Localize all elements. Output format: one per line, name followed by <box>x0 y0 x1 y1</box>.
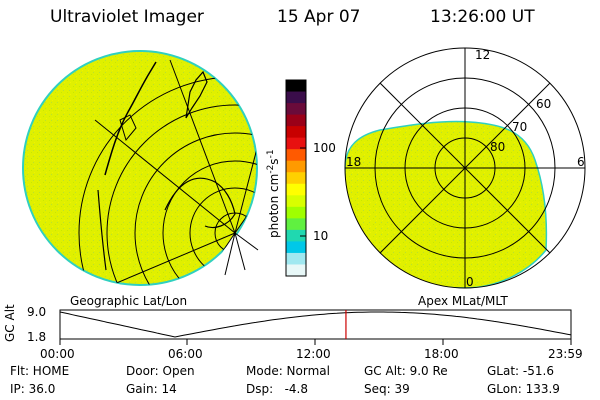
colorbar-label-100: 100 <box>313 141 336 155</box>
alt-x-ticks <box>59 339 572 345</box>
geo-disk-edge <box>22 50 258 286</box>
colorbar-label-10: 10 <box>313 229 329 243</box>
colorbar-stripe <box>286 252 306 265</box>
mlt-label-12: 12 <box>475 48 491 62</box>
alt-curve <box>59 311 572 338</box>
info-seq: Seq: 39 <box>364 382 410 396</box>
mlt-label-6: 6 <box>577 155 585 169</box>
geo-panel <box>22 50 260 290</box>
colorbar-stripe <box>286 160 306 173</box>
info-gc-alt: GC Alt: 9.0 Re <box>364 364 448 378</box>
lat-label-60: 60 <box>536 97 552 111</box>
alt-ylabel: GC Alt <box>3 304 17 342</box>
lat-label-80: 80 <box>490 140 506 154</box>
time-label: 13:26:00 UT <box>430 7 535 27</box>
geo-caption: Geographic Lat/Lon <box>70 294 188 308</box>
colorbar-unit: photon cm-2s-1 <box>266 149 281 238</box>
colorbar-stripe <box>286 80 306 93</box>
info-glat: GLat: -51.6 <box>487 364 554 378</box>
colorbar-stripe <box>286 229 306 242</box>
info-glon: GLon: 133.9 <box>487 382 560 396</box>
colorbar-stripe <box>286 241 306 254</box>
colorbar-stripe <box>286 206 306 219</box>
colorbar-stripe <box>286 218 306 231</box>
alt-xtick-18: 18:00 <box>424 347 459 361</box>
colorbar-stripe <box>286 103 306 116</box>
info-mode: Mode: Normal <box>246 364 330 378</box>
alt-plot <box>59 309 572 345</box>
colorbar-stripe <box>286 91 306 104</box>
alt-plot-frame <box>59 309 572 340</box>
alt-ytick-high: 9.0 <box>27 305 47 319</box>
alt-ytick-low: 1.8 <box>27 330 47 344</box>
polar-caption: Apex MLat/MLT <box>418 294 508 308</box>
alt-xtick-end: 23:59 <box>548 347 583 361</box>
info-dsp: Dsp: -4.8 <box>246 382 309 396</box>
mlt-label-0: 0 <box>466 275 474 289</box>
info-gain: Gain: 14 <box>126 382 177 396</box>
alt-xtick-6: 06:00 <box>168 347 203 361</box>
colorbar-stripe <box>286 149 306 162</box>
lat-label-70: 70 <box>512 120 528 134</box>
polar-aurora-fill <box>345 120 548 288</box>
mlt-label-18: 18 <box>346 155 362 169</box>
date-label: 15 Apr 07 <box>277 7 361 27</box>
colorbar-stripe <box>286 195 306 208</box>
info-flight: Flt: HOME <box>10 364 70 378</box>
colorbar <box>285 79 307 277</box>
colorbar-stripe <box>286 264 306 277</box>
colorbar-frame <box>285 79 307 277</box>
geo-no-data <box>200 235 260 290</box>
geo-grid-outside <box>224 232 259 276</box>
info-door: Door: Open <box>126 364 195 378</box>
polar-grid <box>344 47 586 289</box>
colorbar-stripe <box>286 137 306 150</box>
alt-xtick-0: 00:00 <box>40 347 75 361</box>
instrument-title: Ultraviolet Imager <box>50 7 204 27</box>
colorbar-stripe <box>286 126 306 139</box>
polar-panel <box>344 47 586 289</box>
info-ip: IP: 36.0 <box>10 382 56 396</box>
colorbar-stripe <box>286 172 306 185</box>
colorbar-stripe <box>286 183 306 196</box>
colorbar-stripe <box>286 114 306 127</box>
alt-xtick-12: 12:00 <box>296 347 331 361</box>
